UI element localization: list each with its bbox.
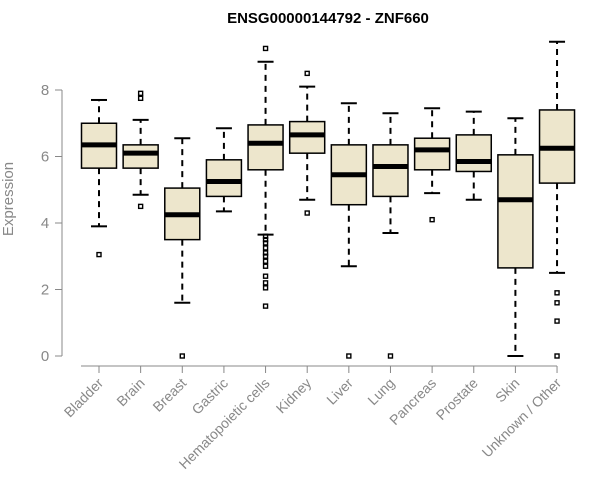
boxes	[80, 40, 576, 359]
box-iqr	[247, 124, 284, 171]
y-tick-label: 6	[41, 149, 49, 166]
box-group	[413, 107, 451, 223]
box-group	[497, 117, 534, 357]
box-group	[288, 70, 326, 216]
outlier-point	[262, 258, 269, 264]
y-tick-label: 4	[41, 215, 49, 232]
outlier-point	[304, 70, 310, 77]
outlier-point	[179, 353, 185, 359]
box-group	[330, 102, 368, 359]
y-tick-label: 2	[41, 282, 49, 299]
x-tick-label: Kidney	[273, 375, 315, 417]
box-iqr	[497, 154, 534, 269]
outlier-point	[304, 210, 310, 216]
x-tick-label: Prostate	[433, 375, 481, 423]
chart-title: ENSG00000144792 - ZNF660	[227, 10, 429, 27]
outlier-point	[262, 303, 269, 309]
y-ticks: 0 2 4 6 8	[41, 82, 62, 365]
box-group	[247, 45, 284, 309]
box-iqr	[413, 137, 451, 171]
box-iqr	[122, 144, 159, 169]
box-group	[122, 90, 159, 210]
outlier-point	[429, 216, 435, 223]
outlier-point	[262, 253, 269, 259]
box-group	[205, 127, 243, 213]
outlier-point	[262, 245, 269, 251]
x-tick-label: Bladder	[61, 375, 107, 421]
x-tick-label: Lung	[364, 375, 397, 408]
outlier-point	[262, 273, 269, 279]
outlier-point	[387, 353, 394, 359]
outlier-point	[554, 300, 560, 306]
outlier-point	[554, 318, 560, 324]
x-tick-label: Liver	[323, 375, 356, 408]
x-tick-label: Unknown / Other	[479, 375, 565, 461]
outlier-point	[137, 90, 144, 97]
outlier-point	[262, 240, 269, 246]
box-group	[80, 98, 118, 258]
box-group	[372, 112, 409, 359]
x-tick-label: Brain	[113, 375, 147, 409]
outlier-point	[262, 280, 269, 286]
outlier-point	[137, 203, 144, 210]
box-group	[538, 40, 576, 359]
x-tick-label: Breast	[149, 375, 189, 415]
outlier-point	[346, 353, 352, 359]
outlier-point	[96, 251, 102, 258]
box-iqr	[455, 134, 493, 173]
x-tick-label: Skin	[492, 375, 523, 406]
outlier-point	[262, 285, 269, 291]
box-group	[455, 110, 493, 201]
outlier-point	[262, 45, 269, 52]
outlier-point	[262, 263, 269, 269]
y-tick-label: 8	[41, 82, 49, 99]
box-iqr	[205, 159, 243, 198]
y-axis-label: Expression	[0, 162, 17, 236]
box-group	[164, 137, 201, 359]
outlier-point	[554, 353, 560, 359]
y-tick-label: 0	[41, 348, 49, 365]
box-iqr	[372, 144, 409, 198]
outlier-point	[554, 290, 560, 296]
outlier-point	[137, 95, 144, 102]
